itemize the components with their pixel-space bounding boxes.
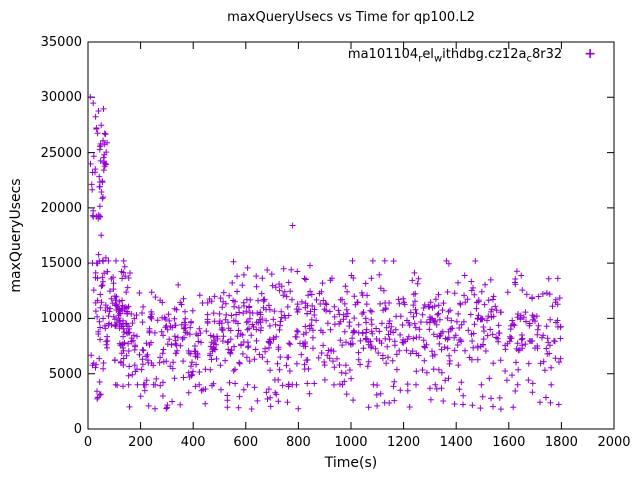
y-tick-label: 25000 [40, 145, 82, 161]
x-tick-label: 800 [285, 435, 311, 450]
y-tick-label: 30000 [40, 90, 82, 106]
x-tick-label: 2000 [597, 435, 631, 450]
x-tick-label: 1200 [387, 435, 421, 450]
scatter-points [87, 93, 564, 413]
y-tick-label: 35000 [40, 35, 82, 50]
legend-series-label: ma101104relwithdbg.cz12ac8r32 [347, 47, 563, 65]
legend: ma101104relwithdbg.cz12ac8r32 + [348, 46, 596, 65]
chart-title: maxQueryUsecs vs Time for qp100.L2 [227, 10, 475, 25]
y-tick-label: 15000 [40, 256, 82, 272]
plot-border [87, 41, 615, 430]
y-tick-label: 5000 [48, 366, 82, 382]
x-tick-label: 1600 [492, 435, 526, 450]
x-tick-label: 1400 [439, 435, 473, 450]
x-tick-label: 200 [128, 435, 153, 450]
x-tick-label: 1800 [544, 435, 578, 450]
y-tick-label: 20000 [40, 200, 82, 216]
y-tick-label: 10000 [40, 311, 82, 327]
legend-plus-marker: + [584, 46, 596, 62]
x-tick-label: 0 [83, 435, 93, 450]
x-tick-label: 400 [180, 435, 206, 450]
x-tick-label: 600 [233, 435, 259, 450]
x-axis-label: Time(s) [324, 455, 378, 471]
axis-tick-marks [87, 41, 615, 430]
y-tick-label: 0 [73, 422, 82, 437]
x-tick-label: 1000 [334, 435, 368, 450]
